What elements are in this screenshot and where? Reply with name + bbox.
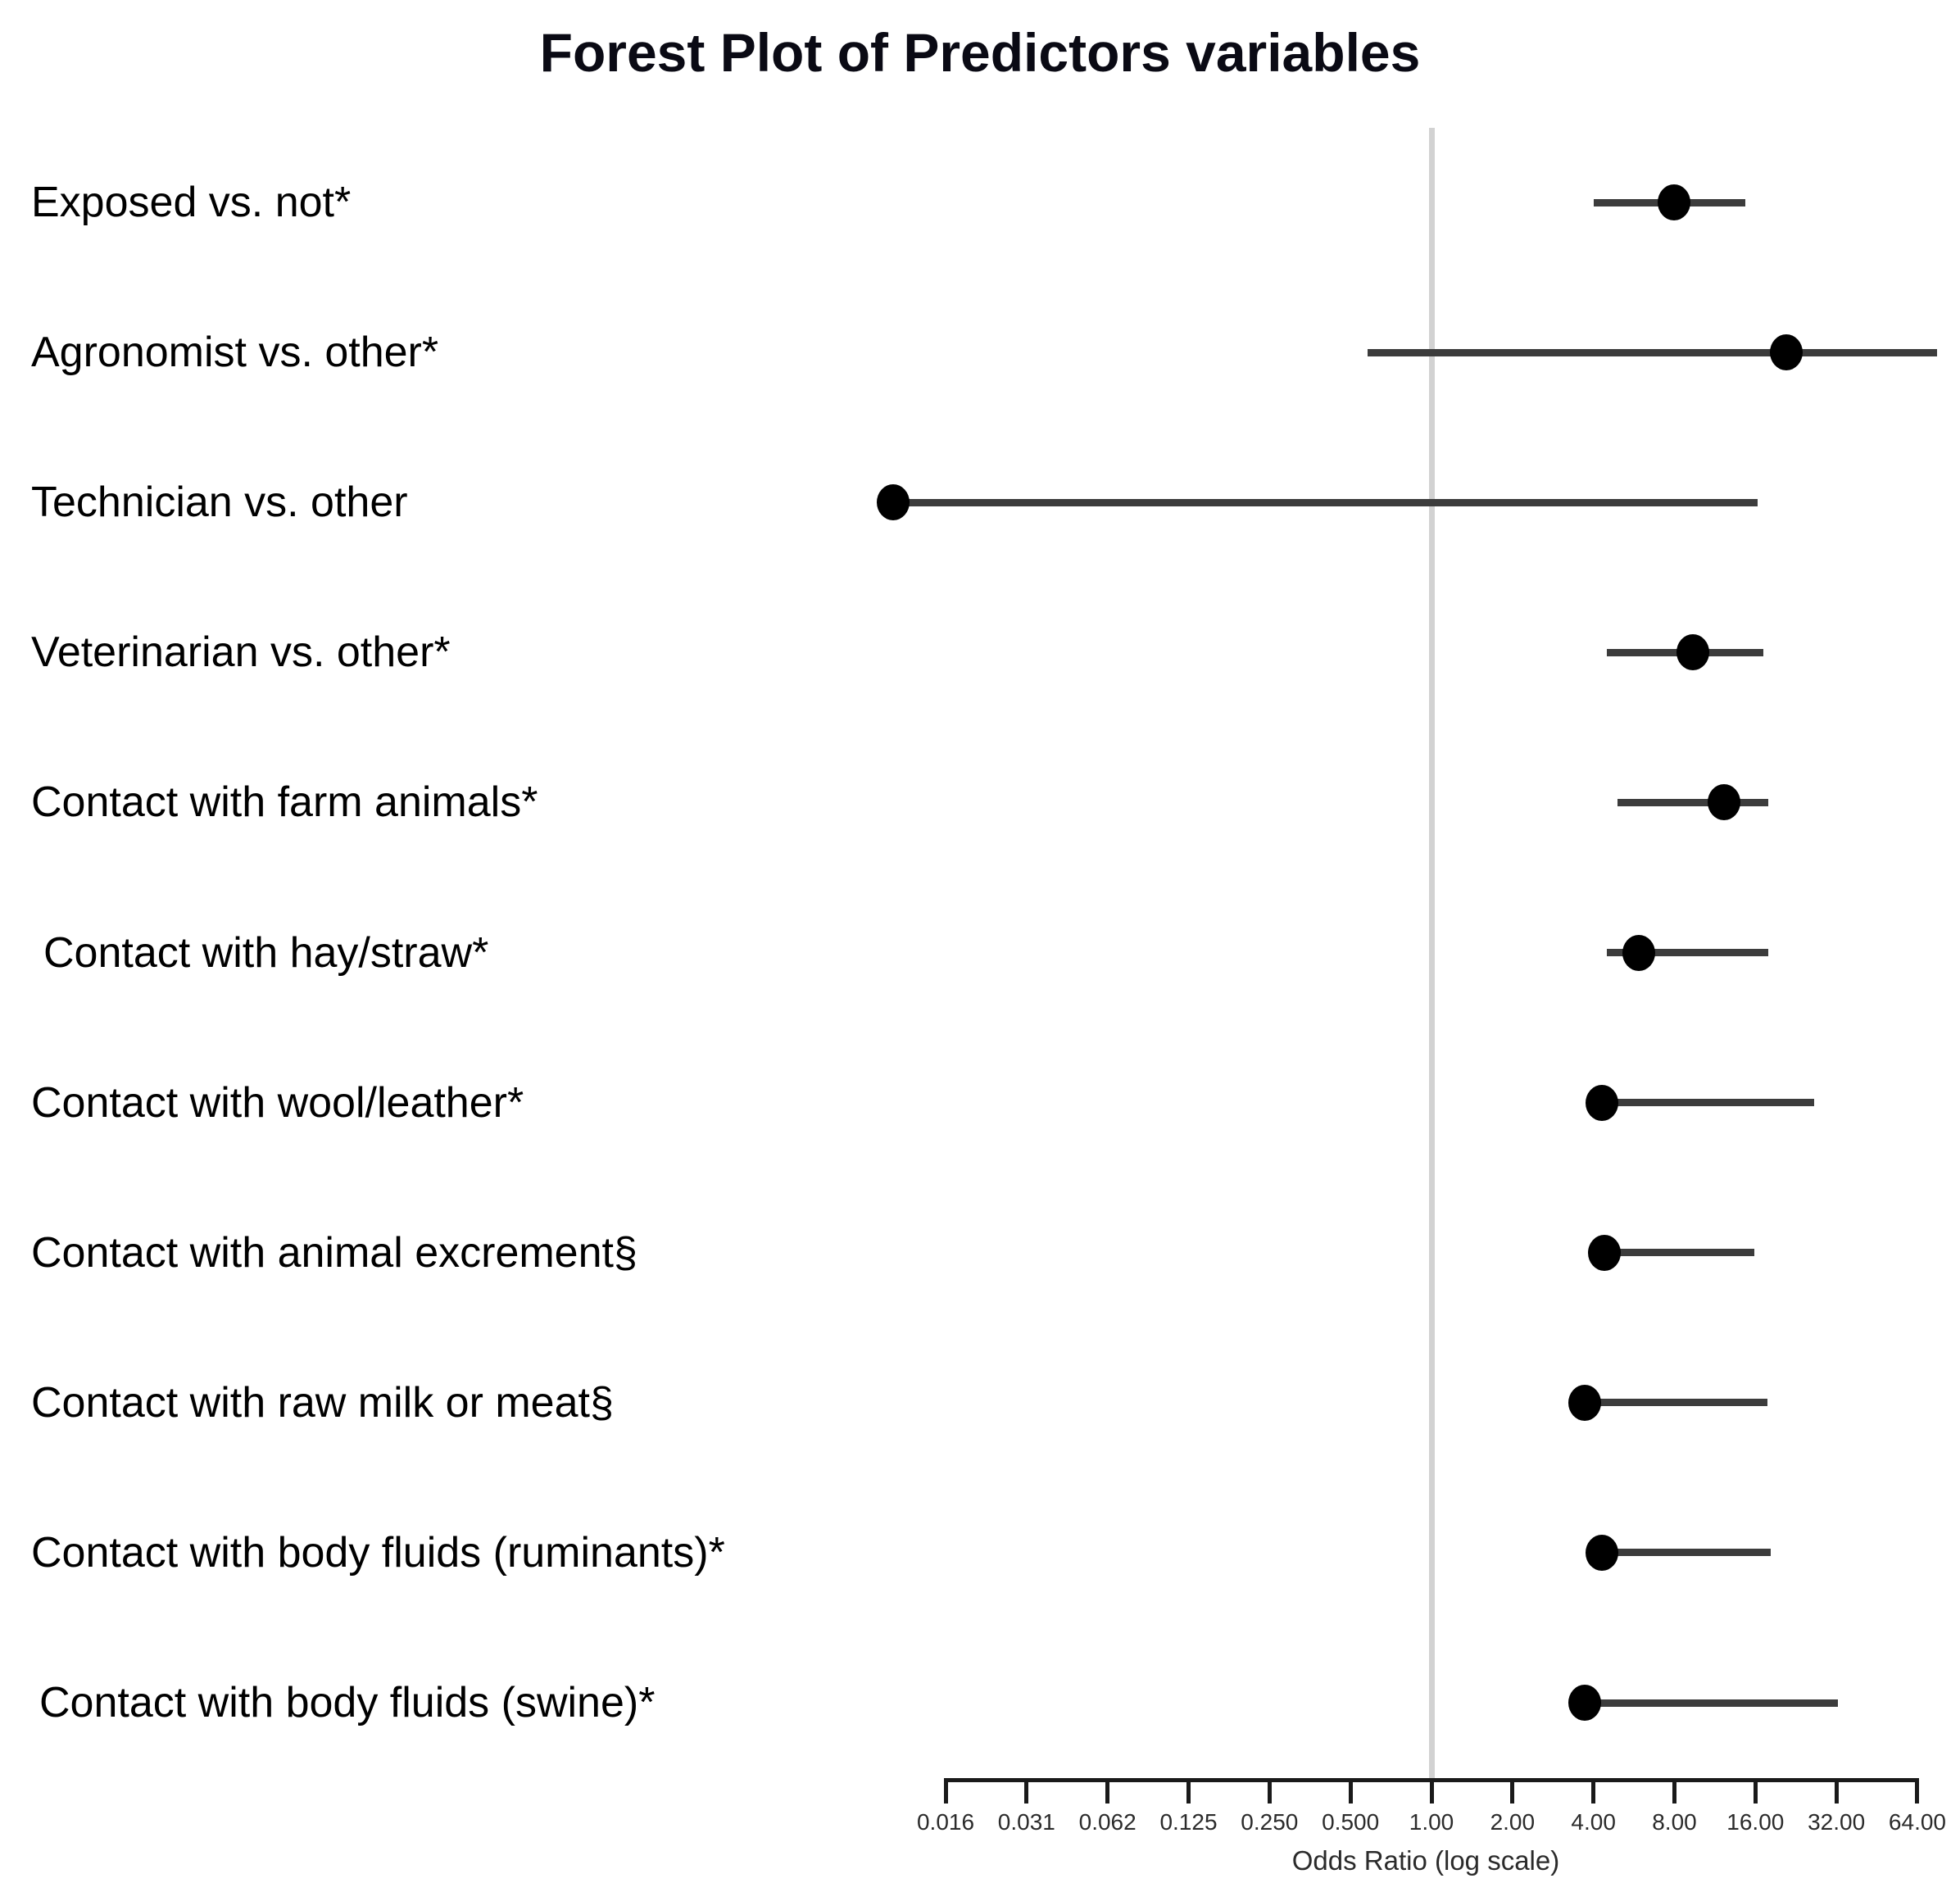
- odds-ratio-point: [1676, 634, 1710, 671]
- x-axis-tick-label: 0.016: [916, 1809, 975, 1835]
- x-axis-tick: [1672, 1778, 1676, 1804]
- odds-ratio-point: [1588, 1234, 1622, 1271]
- odds-ratio-point: [1585, 1534, 1618, 1571]
- x-axis-tick: [1024, 1778, 1029, 1804]
- row-label: Contact with farm animals*: [31, 778, 538, 827]
- x-axis-tick: [1510, 1778, 1515, 1804]
- row-label: Contact with wool/leather*: [31, 1078, 524, 1127]
- odds-ratio-point: [877, 484, 910, 521]
- reference-line-or-1: [1428, 128, 1435, 1778]
- x-axis-tick: [943, 1778, 948, 1804]
- x-axis-tick-label: 16.00: [1726, 1809, 1785, 1835]
- x-axis-tick: [1915, 1778, 1920, 1804]
- x-axis-tick-label: 64.00: [1888, 1809, 1946, 1835]
- row-label: Contact with animal excrement§: [31, 1228, 637, 1277]
- odds-ratio-point: [1707, 784, 1740, 821]
- confidence-interval-line: [1584, 1699, 1838, 1707]
- confidence-interval-line: [1604, 1249, 1754, 1257]
- confidence-interval-line: [893, 498, 1758, 506]
- confidence-interval-line: [1601, 1549, 1772, 1557]
- odds-ratio-point: [1568, 1384, 1601, 1421]
- x-axis-tick: [1591, 1778, 1596, 1804]
- row-label: Contact with raw milk or meat§: [31, 1378, 614, 1427]
- x-axis-tick: [1267, 1778, 1272, 1804]
- confidence-interval-line: [1601, 1099, 1815, 1107]
- odds-ratio-point: [1568, 1685, 1601, 1721]
- x-axis-tick: [1753, 1778, 1758, 1804]
- confidence-interval-line: [1607, 949, 1769, 956]
- x-axis-tick: [1186, 1778, 1191, 1804]
- x-axis-tick-label: 0.125: [1159, 1809, 1218, 1835]
- row-label: Contact with hay/straw*: [43, 928, 489, 977]
- x-axis-tick-label: 0.062: [1078, 1809, 1137, 1835]
- confidence-interval-line: [1617, 798, 1769, 806]
- x-axis-tick-label: 1.00: [1409, 1809, 1454, 1835]
- odds-ratio-point: [1770, 334, 1803, 371]
- confidence-interval-line: [1584, 1399, 1767, 1407]
- row-label: Technician vs. other: [31, 479, 408, 527]
- confidence-interval-line: [1368, 348, 1938, 356]
- odds-ratio-point: [1622, 934, 1656, 971]
- row-label: Veterinarian vs. other*: [31, 628, 451, 677]
- x-axis-tick: [1105, 1778, 1110, 1804]
- x-axis-caption: Odds Ratio (log scale): [1291, 1845, 1560, 1876]
- odds-ratio-point: [1585, 1084, 1618, 1121]
- x-axis-tick-label: 32.00: [1808, 1809, 1866, 1835]
- x-axis-tick: [1834, 1778, 1839, 1804]
- x-axis-tick: [1429, 1778, 1434, 1804]
- row-label: Contact with body fluids (ruminants)*: [31, 1528, 725, 1577]
- chart-title: Forest Plot of Predictors variables: [539, 22, 1421, 83]
- odds-ratio-point: [1658, 184, 1691, 220]
- x-axis-tick-label: 2.00: [1490, 1809, 1536, 1835]
- row-label: Contact with body fluids (swine)*: [39, 1679, 656, 1726]
- x-axis-tick-label: 8.00: [1652, 1809, 1697, 1835]
- x-axis-tick-label: 0.250: [1241, 1809, 1299, 1835]
- row-label: Agronomist vs. other*: [31, 329, 439, 377]
- x-axis-tick-label: 4.00: [1571, 1809, 1616, 1835]
- x-axis-tick: [1348, 1778, 1353, 1804]
- x-axis-tick-label: 0.031: [997, 1809, 1055, 1835]
- row-label: Exposed vs. not*: [31, 179, 352, 226]
- x-axis-tick-label: 0.500: [1322, 1809, 1380, 1835]
